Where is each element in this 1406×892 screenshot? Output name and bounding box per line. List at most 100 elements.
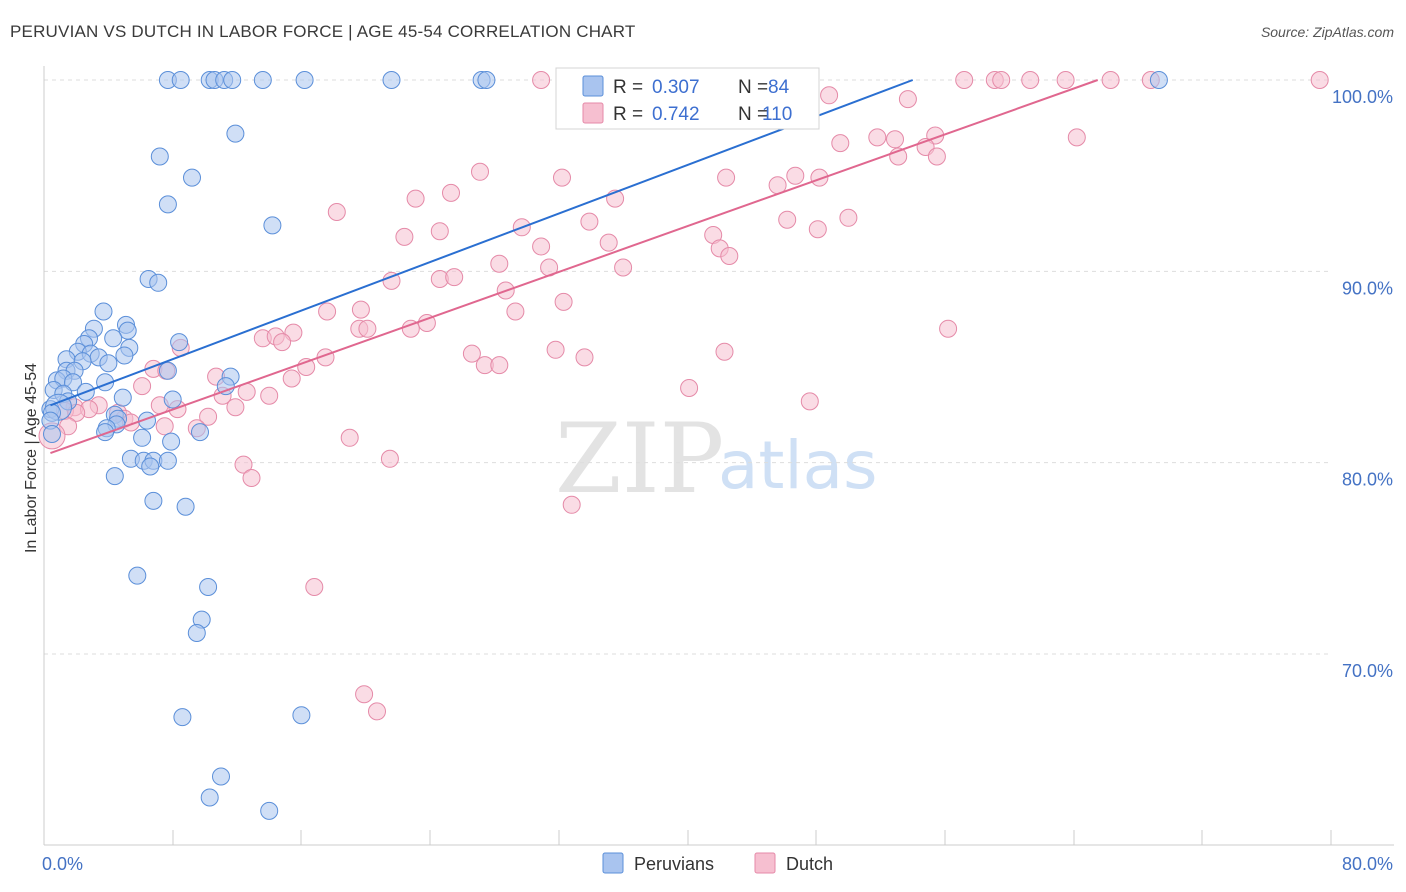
y-tick-label: 100.0% (1332, 87, 1393, 107)
peruvians-point (141, 457, 160, 476)
dutch-point (992, 71, 1011, 89)
peruvians-point (162, 432, 181, 451)
legend-dutch-r-value: 0.742 (652, 104, 700, 125)
legend-dutch-n-label: N = (738, 104, 768, 125)
peruvians-point (96, 423, 115, 442)
dutch-point (1101, 71, 1120, 89)
dutch-points (38, 71, 1329, 721)
dutch-point (155, 417, 174, 436)
dutch-point (1056, 71, 1075, 89)
dutch-point (199, 407, 218, 426)
dutch-point (226, 398, 245, 417)
dutch-point (808, 220, 827, 239)
dutch-point (471, 162, 489, 181)
dutch-point (133, 377, 152, 396)
legend-item-dutch-swatch (754, 852, 776, 874)
legend-dutch-r-label: R = (613, 104, 643, 125)
legend-item-peruvians: Peruvians (634, 854, 714, 874)
peruvians-point (226, 124, 245, 143)
dutch-point (800, 392, 819, 411)
dutch-point (831, 134, 850, 153)
peruvians-point (212, 767, 230, 786)
dutch-point (462, 344, 481, 363)
dutch-point (554, 292, 573, 311)
dutch-point (273, 333, 292, 352)
dutch-point (599, 233, 618, 252)
peruvians-point (158, 195, 177, 214)
gridlines (44, 79, 1331, 655)
dutch-point (820, 86, 839, 105)
legend-stats: R = 0.307 N = 84 R = 0.742 N = 110 (555, 67, 820, 130)
peruvians-point (94, 302, 113, 321)
peruvians-point (43, 425, 61, 443)
dutch-point (839, 208, 858, 227)
y-axis-label: In Labor Force | Age 45-54 (23, 363, 40, 553)
legend-peruvians-r-value: 0.307 (652, 77, 700, 98)
dutch-point (506, 302, 525, 321)
dutch-point (955, 71, 974, 89)
dutch-point (430, 222, 449, 241)
peruvians-point (1149, 71, 1168, 89)
peruvians-point (163, 390, 182, 409)
peruvians-point (144, 491, 163, 510)
trendlines (50, 79, 1099, 455)
dutch-point (1310, 71, 1329, 89)
peruvians-point (292, 706, 311, 725)
peruvians-point (150, 147, 169, 166)
watermark-atlas: atlas (718, 427, 878, 504)
dutch-point (614, 258, 633, 277)
dutch-point (490, 254, 509, 273)
dutch-trendline (50, 79, 1099, 455)
dutch-point (305, 578, 324, 596)
x-tick-label: 0.0% (42, 854, 83, 874)
peruvians-point (113, 388, 132, 407)
legend-item-dutch: Dutch (786, 854, 833, 874)
peruvians-point (223, 71, 242, 89)
peruvians-point (191, 423, 209, 442)
peruvians-points (41, 71, 1168, 820)
dutch-point (242, 469, 261, 487)
peruvians-point (105, 467, 124, 486)
peruvians-point (216, 377, 235, 396)
dutch-point (810, 168, 829, 187)
dutch-point (445, 268, 464, 287)
legend-dutch-n-value: 110 (762, 104, 792, 125)
legend-peruvians-n-value: 84 (768, 77, 790, 98)
chart-title: PERUVIAN VS DUTCH IN LABOR FORCE | AGE 4… (10, 22, 636, 41)
watermark: ZIP atlas (555, 403, 878, 515)
peruvians-point (158, 361, 177, 380)
chart-source: Source: ZipAtlas.com (1260, 24, 1394, 40)
peruvians-point (115, 346, 134, 365)
peruvians-point (128, 566, 147, 585)
legend-dutch-swatch (582, 102, 604, 124)
dutch-point (898, 90, 917, 109)
dutch-point (351, 300, 370, 319)
dutch-point (886, 130, 904, 149)
dutch-point (786, 166, 805, 185)
legend-peruvians-r-label: R = (613, 77, 643, 98)
peruvians-point (183, 168, 201, 187)
dutch-point (260, 386, 279, 405)
dutch-point (340, 428, 359, 447)
peruvians-point (104, 329, 123, 348)
peruvians-point (199, 578, 218, 596)
dutch-point (778, 210, 797, 229)
peruvians-point (382, 71, 401, 89)
peruvians-point (170, 333, 189, 352)
y-tick-label: 80.0% (1342, 470, 1393, 490)
peruvians-point (295, 71, 314, 89)
dutch-point (490, 356, 509, 375)
axes: 70.0% 80.0% 90.0% 100.0% 0.0% 80.0% (42, 66, 1394, 874)
legend-peruvians-swatch (582, 75, 604, 97)
dutch-point (532, 237, 551, 256)
dutch-point (318, 302, 337, 321)
dutch-point (717, 168, 736, 187)
dutch-point (939, 319, 958, 338)
y-tick-label: 90.0% (1342, 278, 1393, 298)
dutch-point (580, 212, 599, 231)
legend: Peruvians Dutch (602, 852, 833, 874)
y-tick-label: 70.0% (1342, 661, 1393, 681)
peruvians-trendline (50, 79, 914, 407)
peruvians-point (200, 788, 219, 807)
